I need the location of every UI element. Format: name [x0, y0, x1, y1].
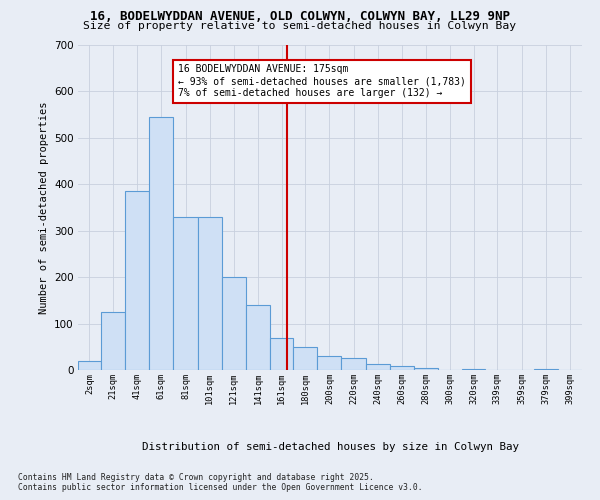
Bar: [414, 368, 438, 370]
Bar: [390, 366, 414, 370]
Bar: [101, 312, 125, 370]
Bar: [246, 305, 270, 370]
Text: Distribution of semi-detached houses by size in Colwyn Bay: Distribution of semi-detached houses by …: [142, 442, 518, 452]
Text: 16, BODELWYDDAN AVENUE, OLD COLWYN, COLWYN BAY, LL29 9NP: 16, BODELWYDDAN AVENUE, OLD COLWYN, COLW…: [90, 10, 510, 23]
Text: Contains public sector information licensed under the Open Government Licence v3: Contains public sector information licen…: [18, 482, 422, 492]
Bar: [341, 358, 365, 370]
Bar: [293, 347, 317, 370]
Bar: [125, 191, 149, 370]
Bar: [463, 368, 485, 370]
Bar: [173, 217, 197, 370]
Bar: [270, 338, 293, 370]
Bar: [78, 360, 101, 370]
Bar: [365, 364, 390, 370]
Bar: [317, 356, 341, 370]
Bar: [222, 277, 246, 370]
Bar: [149, 117, 173, 370]
Bar: [197, 217, 222, 370]
Text: Size of property relative to semi-detached houses in Colwyn Bay: Size of property relative to semi-detach…: [83, 21, 517, 31]
Bar: [533, 368, 558, 370]
Text: Contains HM Land Registry data © Crown copyright and database right 2025.: Contains HM Land Registry data © Crown c…: [18, 472, 374, 482]
Y-axis label: Number of semi-detached properties: Number of semi-detached properties: [38, 101, 49, 314]
Text: 16 BODELWYDDAN AVENUE: 175sqm
← 93% of semi-detached houses are smaller (1,783)
: 16 BODELWYDDAN AVENUE: 175sqm ← 93% of s…: [178, 64, 466, 98]
